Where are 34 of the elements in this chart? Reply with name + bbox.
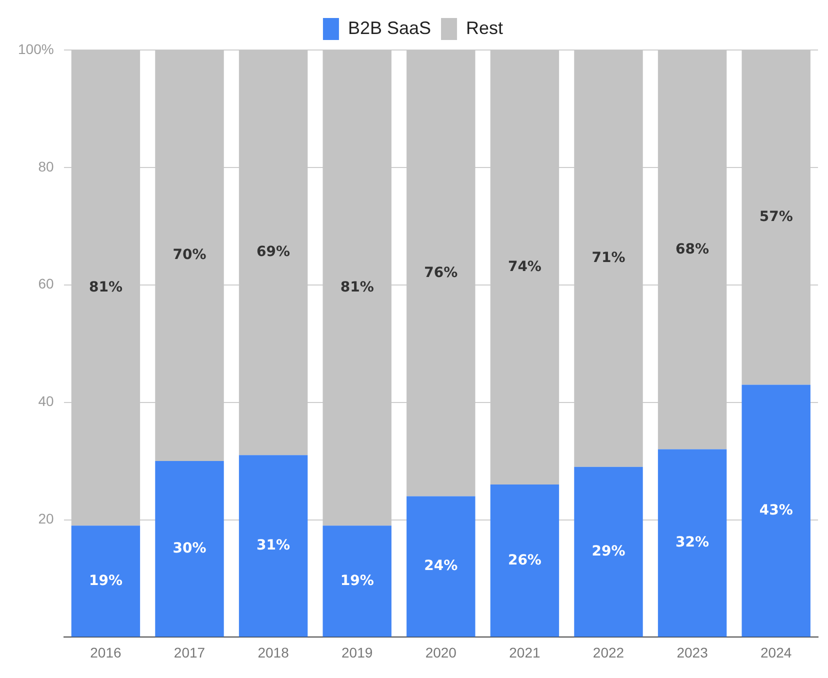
data-label: 71% xyxy=(592,250,626,266)
y-tick-label: 60 xyxy=(38,276,54,292)
data-label: 68% xyxy=(676,241,710,258)
data-label: 57% xyxy=(759,208,793,225)
data-label: 70% xyxy=(172,247,206,264)
x-tick-label: 2023 xyxy=(676,644,708,660)
data-label: 69% xyxy=(256,244,290,260)
y-tick-label: 20 xyxy=(38,510,54,527)
data-label: 26% xyxy=(508,552,542,568)
data-label: 31% xyxy=(256,538,290,554)
y-tick-label: 40 xyxy=(38,393,54,410)
y-tick-label: 80 xyxy=(38,158,54,174)
x-tick-label: 2019 xyxy=(342,644,373,660)
data-label: 74% xyxy=(508,258,542,275)
x-tick-label: 2022 xyxy=(592,644,624,660)
y-tick-label: 100% xyxy=(18,40,54,57)
data-label: 43% xyxy=(759,502,793,518)
data-label: 30% xyxy=(172,540,206,557)
data-label: 19% xyxy=(88,572,122,589)
legend-label: Rest xyxy=(466,18,504,38)
data-label: 32% xyxy=(676,534,710,551)
data-label: 76% xyxy=(424,264,458,281)
x-tick-label: 2021 xyxy=(509,644,540,660)
legend-label: B2B SaaS xyxy=(348,18,432,38)
data-label: 24% xyxy=(424,558,458,574)
x-tick-label: 2017 xyxy=(174,644,206,660)
x-tick-label: 2018 xyxy=(258,644,290,660)
x-tick-label: 2024 xyxy=(760,644,792,660)
x-tick-label: 2020 xyxy=(425,644,457,660)
data-label: 19% xyxy=(340,572,374,589)
data-label: 81% xyxy=(340,279,374,296)
data-label: 81% xyxy=(88,279,122,296)
x-tick-label: 2016 xyxy=(90,644,122,660)
data-label: 29% xyxy=(592,543,626,560)
